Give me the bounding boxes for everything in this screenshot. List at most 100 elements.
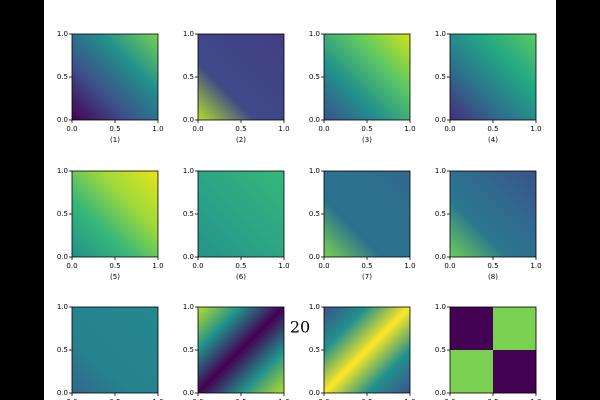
heatmap xyxy=(450,34,536,120)
y-tick-label: 0.0 xyxy=(309,253,320,261)
x-tick-label: 1.0 xyxy=(404,398,415,400)
x-tick-label: 0.5 xyxy=(109,125,120,133)
y-tick-label: 0.5 xyxy=(435,73,446,81)
y-tick-label: 0.5 xyxy=(435,210,446,218)
y-tick-label: 0.0 xyxy=(183,253,194,261)
x-tick-label: 1.0 xyxy=(278,125,289,133)
x-tick-label: 0.5 xyxy=(109,398,120,400)
panel-label: (8) xyxy=(488,273,498,281)
x-tick-label: 0.5 xyxy=(109,262,120,270)
y-tick-label: 1.0 xyxy=(57,303,68,311)
y-tick-label: 0.5 xyxy=(183,210,194,218)
x-tick-label: 0.5 xyxy=(487,125,498,133)
panel-label: (5) xyxy=(110,273,120,281)
heatmap xyxy=(72,307,158,393)
panel-label: (4) xyxy=(488,136,498,144)
y-tick-label: 0.5 xyxy=(309,346,320,354)
x-tick-label: 1.0 xyxy=(404,125,415,133)
y-tick-label: 1.0 xyxy=(57,30,68,38)
heatmap xyxy=(198,34,284,120)
x-tick-label: 1.0 xyxy=(152,125,163,133)
y-tick-label: 1.0 xyxy=(435,303,446,311)
x-tick-label: 0.0 xyxy=(318,125,329,133)
cell xyxy=(450,307,494,351)
y-tick-label: 0.5 xyxy=(183,73,194,81)
x-tick-label: 1.0 xyxy=(152,262,163,270)
y-tick-label: 0.0 xyxy=(309,389,320,397)
y-tick-label: 1.0 xyxy=(183,303,194,311)
x-tick-label: 0.0 xyxy=(318,398,329,400)
panel-label: (6) xyxy=(236,273,246,281)
left-bar xyxy=(0,0,44,400)
heatmap xyxy=(72,34,158,120)
heatmap xyxy=(72,171,158,257)
y-tick-label: 0.5 xyxy=(183,346,194,354)
y-tick-label: 1.0 xyxy=(309,167,320,175)
heatmap xyxy=(324,171,410,257)
x-tick-label: 0.0 xyxy=(192,262,203,270)
x-tick-label: 0.5 xyxy=(235,262,246,270)
x-tick-label: 0.5 xyxy=(361,262,372,270)
x-tick-label: 0.0 xyxy=(444,398,455,400)
x-tick-label: 1.0 xyxy=(278,398,289,400)
heatmap xyxy=(198,307,284,393)
x-tick-label: 1.0 xyxy=(530,398,541,400)
cell xyxy=(493,307,537,351)
y-tick-label: 0.5 xyxy=(57,346,68,354)
x-tick-label: 0.5 xyxy=(361,398,372,400)
heatmap xyxy=(198,171,284,257)
heatmap xyxy=(324,307,410,393)
x-tick-label: 0.5 xyxy=(487,262,498,270)
x-tick-label: 0.5 xyxy=(361,125,372,133)
x-tick-label: 1.0 xyxy=(404,262,415,270)
y-tick-label: 1.0 xyxy=(309,303,320,311)
y-tick-label: 0.5 xyxy=(57,73,68,81)
y-tick-label: 0.0 xyxy=(435,389,446,397)
panel-label: (7) xyxy=(362,273,372,281)
x-tick-label: 0.5 xyxy=(235,398,246,400)
x-tick-label: 1.0 xyxy=(530,125,541,133)
x-tick-label: 1.0 xyxy=(152,398,163,400)
y-tick-label: 0.5 xyxy=(309,73,320,81)
overlay-text: 20 xyxy=(290,318,310,337)
right-bar xyxy=(556,0,600,400)
y-tick-label: 0.0 xyxy=(57,253,68,261)
heatmap xyxy=(324,34,410,120)
x-tick-label: 0.0 xyxy=(318,262,329,270)
y-tick-label: 0.0 xyxy=(309,116,320,124)
y-tick-label: 1.0 xyxy=(183,167,194,175)
x-tick-label: 0.0 xyxy=(444,125,455,133)
y-tick-label: 1.0 xyxy=(435,30,446,38)
cell xyxy=(493,350,537,394)
y-tick-label: 0.0 xyxy=(57,389,68,397)
x-tick-label: 0.5 xyxy=(487,398,498,400)
y-tick-label: 1.0 xyxy=(183,30,194,38)
x-tick-label: 0.5 xyxy=(235,125,246,133)
x-tick-label: 0.0 xyxy=(66,262,77,270)
y-tick-label: 1.0 xyxy=(57,167,68,175)
x-tick-label: 0.0 xyxy=(192,125,203,133)
y-tick-label: 0.5 xyxy=(57,210,68,218)
x-tick-label: 0.0 xyxy=(444,262,455,270)
y-tick-label: 0.0 xyxy=(435,253,446,261)
heatmap xyxy=(450,171,536,257)
y-tick-label: 0.5 xyxy=(435,346,446,354)
x-tick-label: 1.0 xyxy=(530,262,541,270)
x-tick-label: 0.0 xyxy=(66,398,77,400)
x-tick-label: 1.0 xyxy=(278,262,289,270)
x-tick-label: 0.0 xyxy=(192,398,203,400)
panel-label: (1) xyxy=(110,136,120,144)
y-tick-label: 0.0 xyxy=(183,389,194,397)
x-tick-label: 0.0 xyxy=(66,125,77,133)
y-tick-label: 0.5 xyxy=(309,210,320,218)
y-tick-label: 1.0 xyxy=(309,30,320,38)
y-tick-label: 0.0 xyxy=(183,116,194,124)
cell xyxy=(450,350,494,394)
y-tick-label: 1.0 xyxy=(435,167,446,175)
y-tick-label: 0.0 xyxy=(435,116,446,124)
panel-label: (2) xyxy=(236,136,246,144)
y-tick-label: 0.0 xyxy=(57,116,68,124)
panel-label: (3) xyxy=(362,136,372,144)
